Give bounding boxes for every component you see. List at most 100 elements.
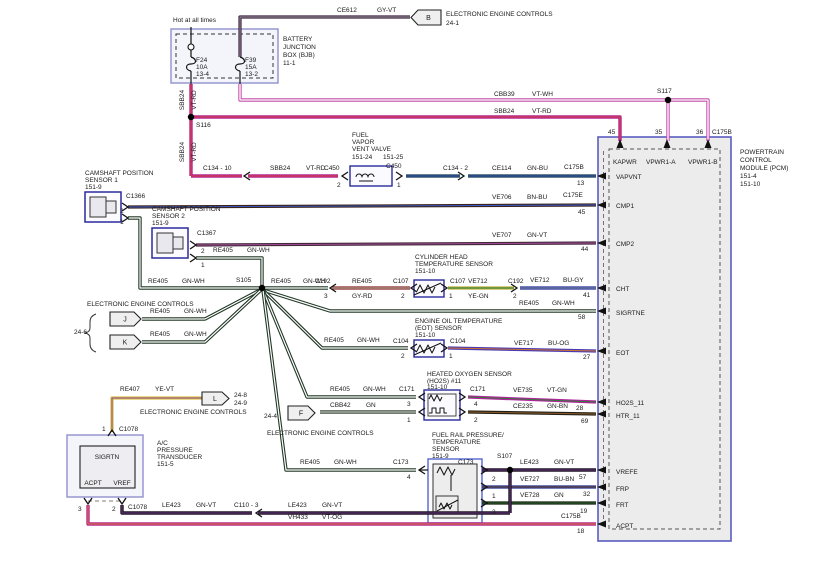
ve706-wire-stripe: [127, 204, 597, 208]
conn-c1367-pin1: [189, 253, 198, 263]
pcm-frp: FRP: [616, 486, 629, 493]
eec-jk-name: ELECTRONIC ENGINE CONTROLS: [87, 301, 194, 308]
f39-ref: 13-2: [245, 71, 258, 78]
re405-sig-circuit: RE405: [519, 300, 539, 307]
valve-name-3: VENT VALVE: [352, 146, 392, 153]
pcm-pin-cht: [597, 284, 606, 292]
f39-amps: 15A: [245, 64, 257, 71]
ac-transducer-inner: [79, 445, 136, 489]
c134-2-label: C134 - 2: [443, 165, 468, 172]
c1078-top-label: C1078: [119, 426, 139, 433]
re405-j-circuit: RE405: [150, 308, 170, 315]
vtrd-rot-upper: VT-RD: [191, 90, 198, 110]
valve-ref-1: 151-24: [352, 154, 373, 161]
conn-c192-pin3: [328, 283, 337, 293]
pcm-pin36-top: 36: [696, 129, 704, 136]
re405-k-stripe: [142, 288, 263, 343]
c175b-vapvnt: C175B: [564, 164, 584, 171]
eot-thermistor-arrow: [413, 342, 442, 356]
connector-j-letter: J: [123, 317, 127, 324]
bjb-name-1: BATTERY: [283, 36, 313, 43]
c173-left-label: C173: [393, 459, 409, 466]
pcm-cht: CHT: [616, 286, 629, 293]
vrefe-pin: 57: [579, 474, 587, 481]
ve707-wire-stripe: [195, 242, 597, 246]
ho2s-heater-symbol: [429, 407, 447, 414]
c192-pin3-label: C192: [315, 278, 331, 285]
valve-name-2: VAPOR: [352, 139, 375, 146]
eec-f-name: ELECTRONIC ENGINE CONTROLS: [267, 430, 374, 437]
bjb-name-3: BOX (BJB): [283, 52, 315, 59]
conn-c171-pin2: [458, 407, 467, 417]
c173-pin2: 2: [492, 476, 496, 483]
vh433-wire-stripe: [87, 505, 596, 525]
le423-br-circuit: LE423: [288, 502, 307, 509]
acpt-pin: 18: [577, 528, 585, 535]
pcm-name-3: MODULE (PCM): [740, 165, 788, 172]
c171-pin4: 4: [474, 401, 478, 408]
conn-c1366-pin2: [121, 202, 130, 212]
vh433-color: VT-OG: [322, 514, 342, 521]
c175e-cmp1: C175E: [563, 192, 584, 199]
connector-f: [287, 405, 316, 421]
ho2s-name-2: (HO2S) #11: [427, 378, 462, 385]
sbb24-color-mid: VT-RD: [306, 165, 326, 172]
conn-c173-pin4: [417, 465, 426, 475]
re405-k-circuit: RE405: [150, 331, 170, 338]
pcm-pin-vpwr1a: [663, 139, 671, 148]
pcm-pin-cmp2: [597, 239, 606, 247]
valve-ref-2: 151-25: [383, 154, 404, 161]
eec-l-ref-2: 24-9: [234, 400, 247, 407]
c175b-acpt: C175B: [561, 513, 581, 520]
c1367-pin1: 1: [201, 262, 205, 269]
ho2s-sensor-inner: [427, 393, 457, 417]
c1367-label: C1367: [197, 230, 217, 237]
connector-j: [109, 311, 142, 327]
cht-name-2: TEMPERATURE SENSOR: [415, 261, 493, 268]
re405-eot-circuit: RE405: [324, 337, 344, 344]
re405-eot-color: GN-WH: [357, 337, 380, 344]
pcm-pin-vpwr1b: [704, 139, 712, 148]
re407-wire-stripe: [111, 397, 202, 432]
ce235-color: GN-BN: [547, 403, 568, 410]
re405-frpt-color: GN-WH: [334, 459, 357, 466]
cht-thermistor-arrow: [413, 282, 442, 296]
re405-cmp2-circuit: RE405: [213, 247, 233, 254]
eot-name-1: ENGINE OIL TEMPERATURE: [415, 318, 503, 325]
pcm-pin-vapvnt: [597, 172, 606, 180]
pcm-box: [597, 136, 732, 542]
ac-name-1: A/C: [157, 440, 168, 447]
ve735-color: VT-GN: [547, 387, 567, 394]
ce235-circuit: CE235: [513, 403, 533, 410]
cmp1-ref: 151-9: [85, 184, 102, 191]
conn-c450-pin2: [340, 171, 349, 181]
sigrtne-pin: 58: [578, 314, 586, 321]
ho2s-name-1: HEATED OXYGEN SENSOR: [427, 371, 512, 378]
frpt-name-2: TEMPERATURE: [432, 439, 481, 446]
re405-k-color: GN-WH: [184, 331, 207, 338]
c104-pin1-label: C104: [450, 338, 466, 345]
ve712-yegn-circuit: VE712: [468, 278, 488, 285]
f39-name: F39: [245, 57, 257, 64]
c1367-pin2: 2: [201, 248, 205, 255]
sbb24-rot-upper: SBB24: [179, 90, 186, 111]
frpt-name-3: SENSOR: [432, 446, 460, 453]
re405-left-circuit: RE405: [148, 278, 168, 285]
cbb39-wire-stripe: [239, 84, 709, 141]
c1078-pin1: 1: [102, 426, 106, 433]
cmp1-pin: 45: [578, 209, 586, 216]
conn-c192-pin2: [510, 283, 519, 293]
c192-pin2-label: C192: [508, 278, 524, 285]
f39-fuse-symbol: [234, 56, 246, 72]
c107-pin2: 2: [401, 293, 405, 300]
conn-c173-pin3: [480, 498, 489, 508]
connector-l-letter: L: [213, 396, 217, 403]
pcm-pin-ho2s11: [597, 398, 606, 406]
re407-color: YE-VT: [155, 386, 174, 393]
pcm-name-2: CONTROL: [740, 157, 772, 164]
splice-s117: [664, 96, 672, 104]
ve717-color: BU-OG: [548, 340, 569, 347]
bjb-name-2: JUNCTION: [283, 44, 316, 51]
c173-pin4: 4: [407, 474, 411, 481]
c107-pin1: 1: [449, 293, 453, 300]
